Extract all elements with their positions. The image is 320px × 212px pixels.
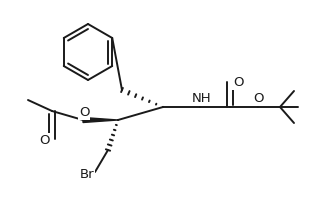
Text: O: O bbox=[254, 92, 264, 106]
Polygon shape bbox=[83, 117, 118, 123]
Text: O: O bbox=[233, 77, 243, 89]
Text: Br: Br bbox=[80, 167, 94, 180]
Text: O: O bbox=[39, 134, 49, 146]
Text: O: O bbox=[79, 106, 89, 120]
Text: NH: NH bbox=[192, 92, 212, 105]
